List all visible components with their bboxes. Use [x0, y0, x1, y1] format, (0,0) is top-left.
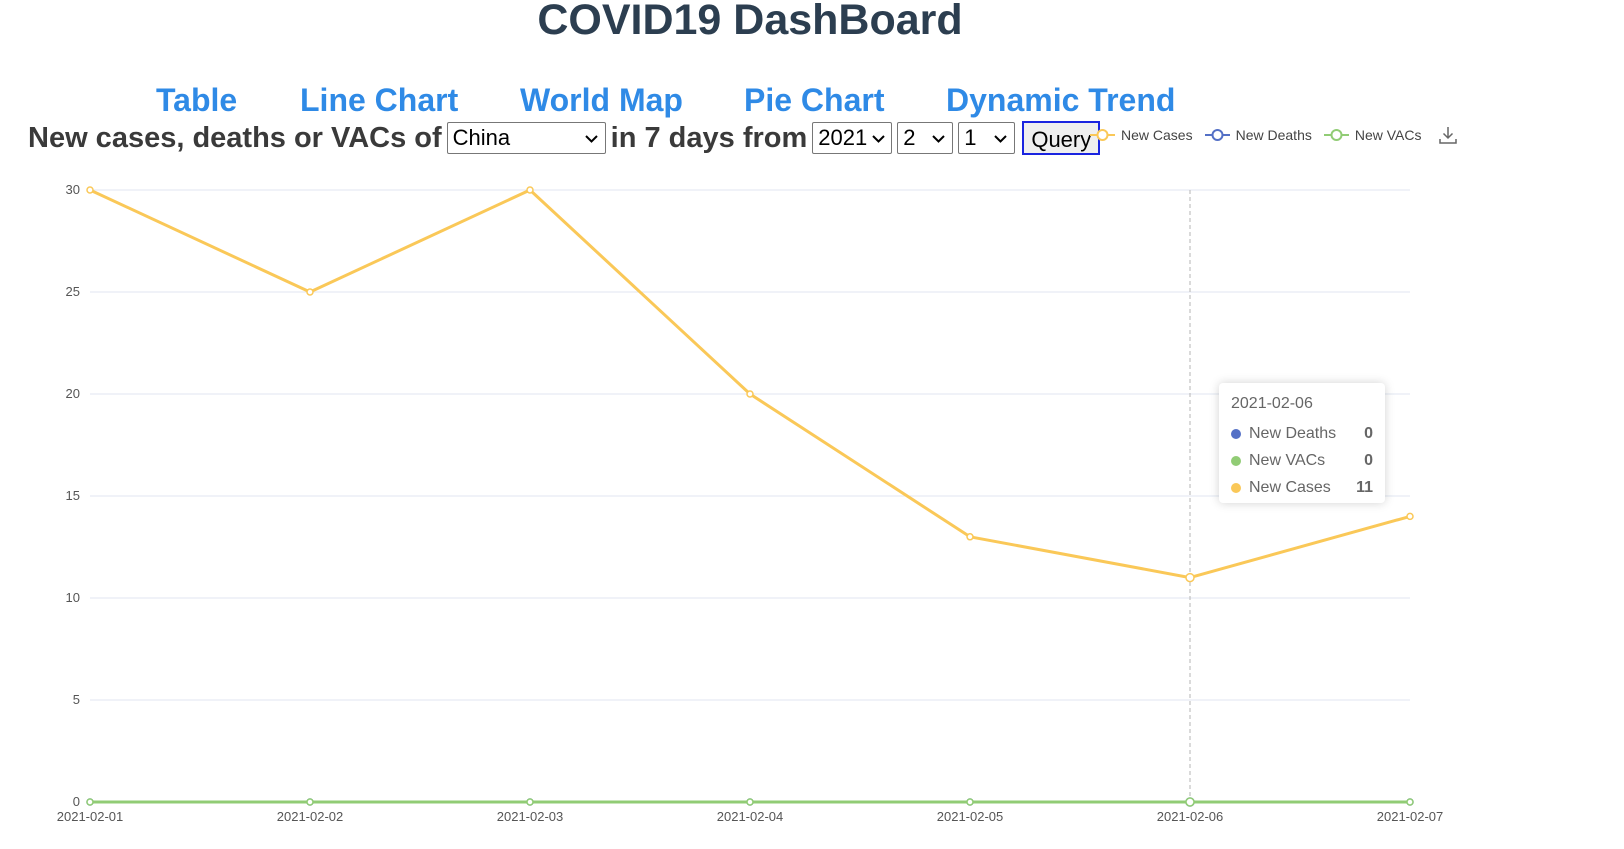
series-line-new-cases — [89, 188, 1411, 580]
legend-item-new-vacs[interactable]: New VACs — [1323, 127, 1422, 143]
x-tick-label: 2021-02-06 — [1157, 809, 1224, 824]
data-point — [746, 798, 754, 806]
data-point — [966, 533, 974, 541]
legend-label: New Deaths — [1235, 127, 1312, 143]
y-tick-label: 0 — [73, 794, 80, 809]
data-point — [86, 186, 94, 194]
y-tick-label: 30 — [66, 182, 80, 197]
data-point — [1406, 798, 1414, 806]
data-point — [966, 798, 974, 806]
x-tick-label: 2021-02-04 — [717, 809, 784, 824]
nav-line-chart[interactable]: Line Chart — [300, 82, 459, 118]
query-middle-text: in 7 days from — [610, 122, 808, 154]
year-select-value: 2021 — [818, 125, 868, 150]
data-point — [86, 798, 94, 806]
legend-label: New VACs — [1354, 127, 1422, 143]
day-select-value: 1 — [964, 125, 977, 150]
legend-line-circle-icon — [1204, 129, 1230, 141]
y-tick-label: 25 — [66, 284, 80, 299]
chevron-down-icon — [931, 131, 946, 146]
data-point — [1185, 572, 1195, 583]
series-dot-icon — [1231, 428, 1241, 439]
x-tick-label: 2021-02-01 — [57, 809, 124, 824]
country-select-value: China — [452, 125, 511, 150]
chevron-down-icon — [584, 131, 599, 146]
tooltip-series-value: 11 — [1356, 479, 1373, 496]
query-prefix-text: New cases, deaths or VACs of — [28, 122, 442, 154]
query-form: New cases, deaths or VACs of China in 7 … — [28, 120, 1101, 156]
x-tick-label: 2021-02-07 — [1377, 809, 1444, 824]
nav-dynamic-trend[interactable]: Dynamic Trend — [946, 82, 1176, 118]
data-point — [746, 390, 754, 398]
data-point — [1185, 797, 1195, 807]
nav-table[interactable]: Table — [156, 82, 238, 118]
tooltip-row: New Cases 11 — [1231, 474, 1373, 501]
tooltip-series-value: 0 — [1364, 452, 1373, 469]
legend-line-circle-icon — [1090, 129, 1115, 141]
legend-line-circle-icon — [1323, 129, 1349, 141]
download-icon[interactable] — [1438, 125, 1458, 145]
legend-label: New Cases — [1121, 127, 1193, 143]
country-select[interactable]: China — [446, 122, 606, 154]
y-tick-label: 5 — [73, 692, 80, 707]
tooltip-series-name: New Cases — [1249, 479, 1331, 496]
month-select[interactable]: 2 — [897, 122, 954, 154]
chart-tooltip: 2021-02-06 New Deaths 0 New VACs 0 New C… — [1219, 383, 1385, 503]
chevron-down-icon — [993, 131, 1008, 146]
x-tick-label: 2021-02-05 — [937, 809, 1004, 824]
tooltip-series-name: New Deaths — [1249, 425, 1337, 442]
y-tick-label: 10 — [66, 590, 80, 605]
tooltip-date: 2021-02-06 — [1231, 395, 1313, 412]
tooltip-row: New VACs 0 — [1231, 447, 1373, 474]
x-tick-label: 2021-02-02 — [277, 809, 344, 824]
nav-pie-chart[interactable]: Pie Chart — [744, 82, 885, 118]
y-tick-label: 20 — [66, 386, 80, 401]
month-select-value: 2 — [903, 125, 916, 150]
year-select[interactable]: 2021 — [812, 122, 893, 154]
tooltip-series-name: New VACs — [1249, 452, 1326, 469]
y-tick-label: 15 — [66, 488, 80, 503]
line-chart: 0 5 10 15 20 25 30 2021-02-01 2021-02-02 2021-02-… — [57, 182, 1444, 824]
data-point — [526, 186, 534, 194]
tooltip-series-value: 0 — [1364, 425, 1373, 442]
page-title: COVID19 DashBoard — [537, 0, 963, 44]
series-dot-icon — [1231, 455, 1241, 466]
tooltip-row: New Deaths 0 — [1231, 420, 1373, 447]
data-point — [1406, 512, 1414, 521]
query-button[interactable]: Query — [1022, 121, 1101, 155]
day-select[interactable]: 1 — [958, 122, 1016, 154]
legend-item-new-deaths[interactable]: New Deaths — [1204, 127, 1312, 143]
series-dot-icon — [1231, 482, 1241, 493]
x-tick-label: 2021-02-03 — [497, 809, 564, 824]
chevron-down-icon — [871, 131, 886, 146]
data-point — [306, 798, 314, 806]
chart-legend: New Cases New Deaths New VACs — [1090, 122, 1458, 148]
nav-world-map[interactable]: World Map — [520, 82, 683, 118]
data-point — [526, 798, 534, 806]
data-point — [306, 288, 314, 296]
legend-item-new-cases[interactable]: New Cases — [1090, 127, 1193, 143]
